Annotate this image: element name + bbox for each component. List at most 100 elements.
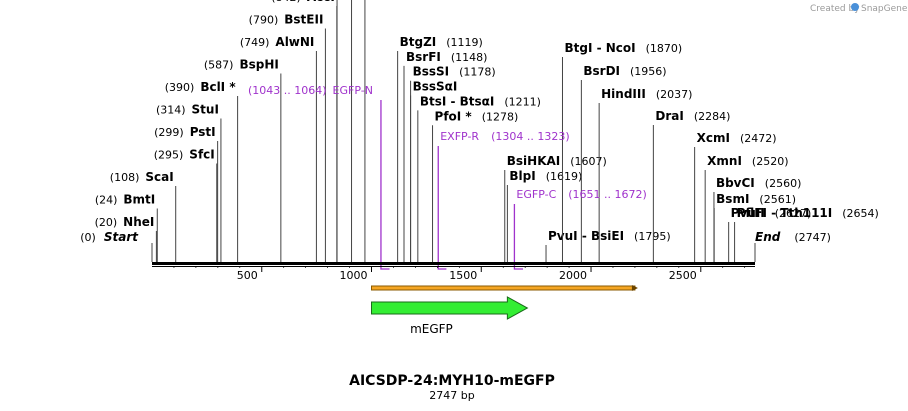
restriction-site[interactable]: BspHI (587): [204, 58, 282, 263]
snapgene-logo-icon: [851, 3, 859, 11]
restriction-site[interactable]: BlpI (1619): [506, 169, 583, 262]
site-position: (108): [110, 171, 140, 184]
restriction-site[interactable]: BsmI (2561): [713, 192, 796, 262]
sequence-end: End (2747): [754, 230, 831, 262]
restriction-site[interactable]: XcmI (2472): [694, 131, 777, 262]
site-position: (390): [165, 81, 195, 94]
brand-text: SnapGene: [861, 4, 908, 14]
site-name: DraI: [655, 109, 683, 123]
site-name: PflFI - Tth111I: [737, 206, 833, 220]
site-position: (314): [156, 104, 186, 117]
restriction-site[interactable]: BtsI - BtsαI (1211): [417, 94, 541, 262]
site-name: AccI: [307, 0, 335, 4]
feature-arrow[interactable]: [371, 296, 529, 320]
credit-text: Created by: [810, 4, 860, 14]
site-position: (2520): [752, 155, 789, 168]
site-position: (1119): [446, 36, 483, 49]
restriction-sites: NheI (20) BmtI (24) ScaI (108) SfcI (295) PstI (2…: [80, 0, 879, 262]
primer[interactable]: EXFP-R (1304 .. 1323): [437, 130, 570, 270]
site-position: (1148): [451, 51, 488, 64]
restriction-site[interactable]: BclI * (390): [165, 80, 239, 262]
restriction-site[interactable]: ScaI (108): [110, 170, 177, 262]
site-name: BstEII: [284, 13, 323, 27]
restriction-site[interactable]: PvuI - BsiEI (1795): [545, 229, 671, 262]
restriction-site[interactable]: BsrFI (1148): [403, 50, 488, 262]
site-name: NheI: [123, 215, 154, 229]
site-position: (1956): [630, 65, 667, 78]
site-position: (295): [154, 149, 184, 162]
start-position: (0): [80, 231, 96, 244]
site-name: BtgZI: [400, 35, 437, 49]
site-name: BlpI: [509, 169, 535, 183]
restriction-site[interactable]: BssSαI: [410, 80, 458, 262]
restriction-site[interactable]: StuI (314): [156, 103, 222, 263]
primer-leader-line: [380, 100, 390, 270]
restriction-site[interactable]: AflIII(909): [282, 0, 353, 262]
restriction-site[interactable]: BstZ17I(843): [248, 0, 338, 262]
primer[interactable]: EGFP-C (1651 .. 1672): [513, 188, 647, 270]
axis-tick-label: 1500: [449, 269, 477, 282]
site-name: XmnI: [707, 154, 742, 168]
site-name: BtsI - BtsαI: [420, 94, 495, 108]
restriction-site[interactable]: AlwNI (749): [240, 35, 317, 262]
axis-tick-label: 500: [237, 269, 258, 282]
restriction-site[interactable]: BsrDI (1956): [580, 64, 667, 262]
site-position: (2560): [765, 177, 802, 190]
site-position: (2561): [759, 193, 796, 206]
restriction-site[interactable]: PvuII (2627): [728, 206, 812, 262]
site-name: AlwNI: [275, 35, 314, 49]
features: mEGFP: [371, 285, 638, 336]
site-position: (1211): [504, 95, 541, 108]
map-length: 2747 bp: [429, 389, 474, 402]
restriction-site[interactable]: BtgI - NcoI (1870): [561, 41, 682, 262]
feature-bar[interactable]: [371, 285, 636, 291]
primer[interactable]: EGFP-N (1043 .. 1064): [248, 84, 390, 270]
restriction-site[interactable]: SfcI (295): [154, 148, 218, 263]
restriction-site[interactable]: XmnI (2520): [704, 154, 789, 262]
site-name: BspHI: [239, 58, 278, 72]
feature-label: mEGFP: [410, 322, 453, 336]
site-name: XcmI: [697, 131, 730, 145]
site-position: (20): [95, 216, 118, 229]
primer-range: (1651 .. 1672): [568, 188, 647, 201]
site-position: (1278): [482, 110, 519, 123]
sequence-start: Start (0): [80, 230, 153, 262]
restriction-site[interactable]: BbvCI (2560): [713, 176, 802, 262]
primers: EGFP-N (1043 .. 1064) EXFP-R (1304 .. 1323)…: [248, 84, 647, 270]
site-position: (1795): [634, 230, 671, 243]
site-position: (2037): [656, 88, 693, 101]
primer-range: (1304 .. 1323): [491, 130, 570, 143]
restriction-site[interactable]: BstEII (790): [249, 13, 326, 263]
site-position: (299): [154, 126, 184, 139]
restriction-site[interactable]: BtgZI (1119): [397, 35, 483, 262]
restriction-site[interactable]: PflFI - Tth111I (2654): [734, 206, 879, 262]
site-position: (2654): [842, 207, 879, 220]
site-name: PvuI - BsiEI: [548, 229, 624, 243]
restriction-site[interactable]: PstI (299): [154, 125, 219, 262]
restriction-site[interactable]: NheI (20): [95, 215, 157, 262]
site-position: (1607): [570, 155, 607, 168]
site-position: (842): [271, 0, 301, 4]
site-position: (2627): [775, 207, 812, 220]
snapgene-credit: Created by SnapGene: [810, 3, 908, 14]
site-name: ScaI: [145, 170, 173, 184]
restriction-site[interactable]: MfeI(970): [298, 0, 366, 262]
end-position: (2747): [794, 231, 831, 244]
restriction-site[interactable]: DraI (2284): [652, 109, 730, 262]
axis-tick-label: 1000: [340, 269, 368, 282]
restriction-site[interactable]: BsiHKAI (1607): [504, 154, 607, 262]
primer-leader-line: [437, 146, 447, 270]
site-position: (790): [249, 14, 279, 27]
site-position: (1619): [546, 170, 583, 183]
start-label: Start: [104, 230, 139, 244]
restriction-site[interactable]: HindIII (2037): [598, 87, 693, 262]
site-name: BbvCI: [716, 176, 755, 190]
restriction-site[interactable]: PfoI * (1278): [432, 109, 519, 262]
site-name: BmtI: [123, 193, 155, 207]
bp-axis: 500 1000 1500 2000 2500: [173, 266, 746, 282]
site-position: (1178): [459, 66, 496, 79]
site-name: SfcI: [189, 148, 214, 162]
primer-range: (1043 .. 1064): [248, 84, 327, 97]
restriction-site[interactable]: BmtI (24): [95, 193, 158, 263]
